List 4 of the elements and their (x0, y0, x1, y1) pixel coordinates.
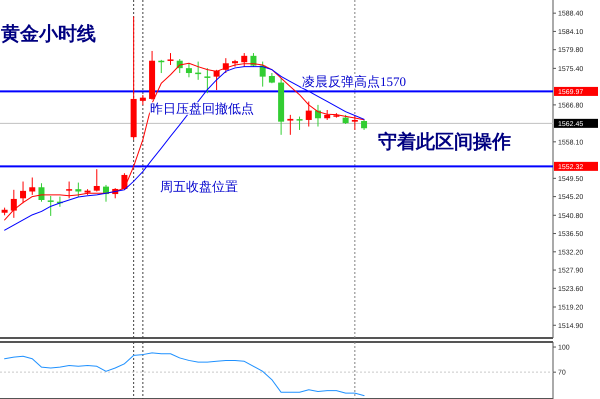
annotation: 周五收盘位置 (160, 179, 238, 194)
annotation: 守着此区间操作 (378, 131, 511, 153)
annotation: 凌晨反弹高点1570 (302, 74, 406, 89)
text: 黄金小时线 (0, 23, 96, 45)
